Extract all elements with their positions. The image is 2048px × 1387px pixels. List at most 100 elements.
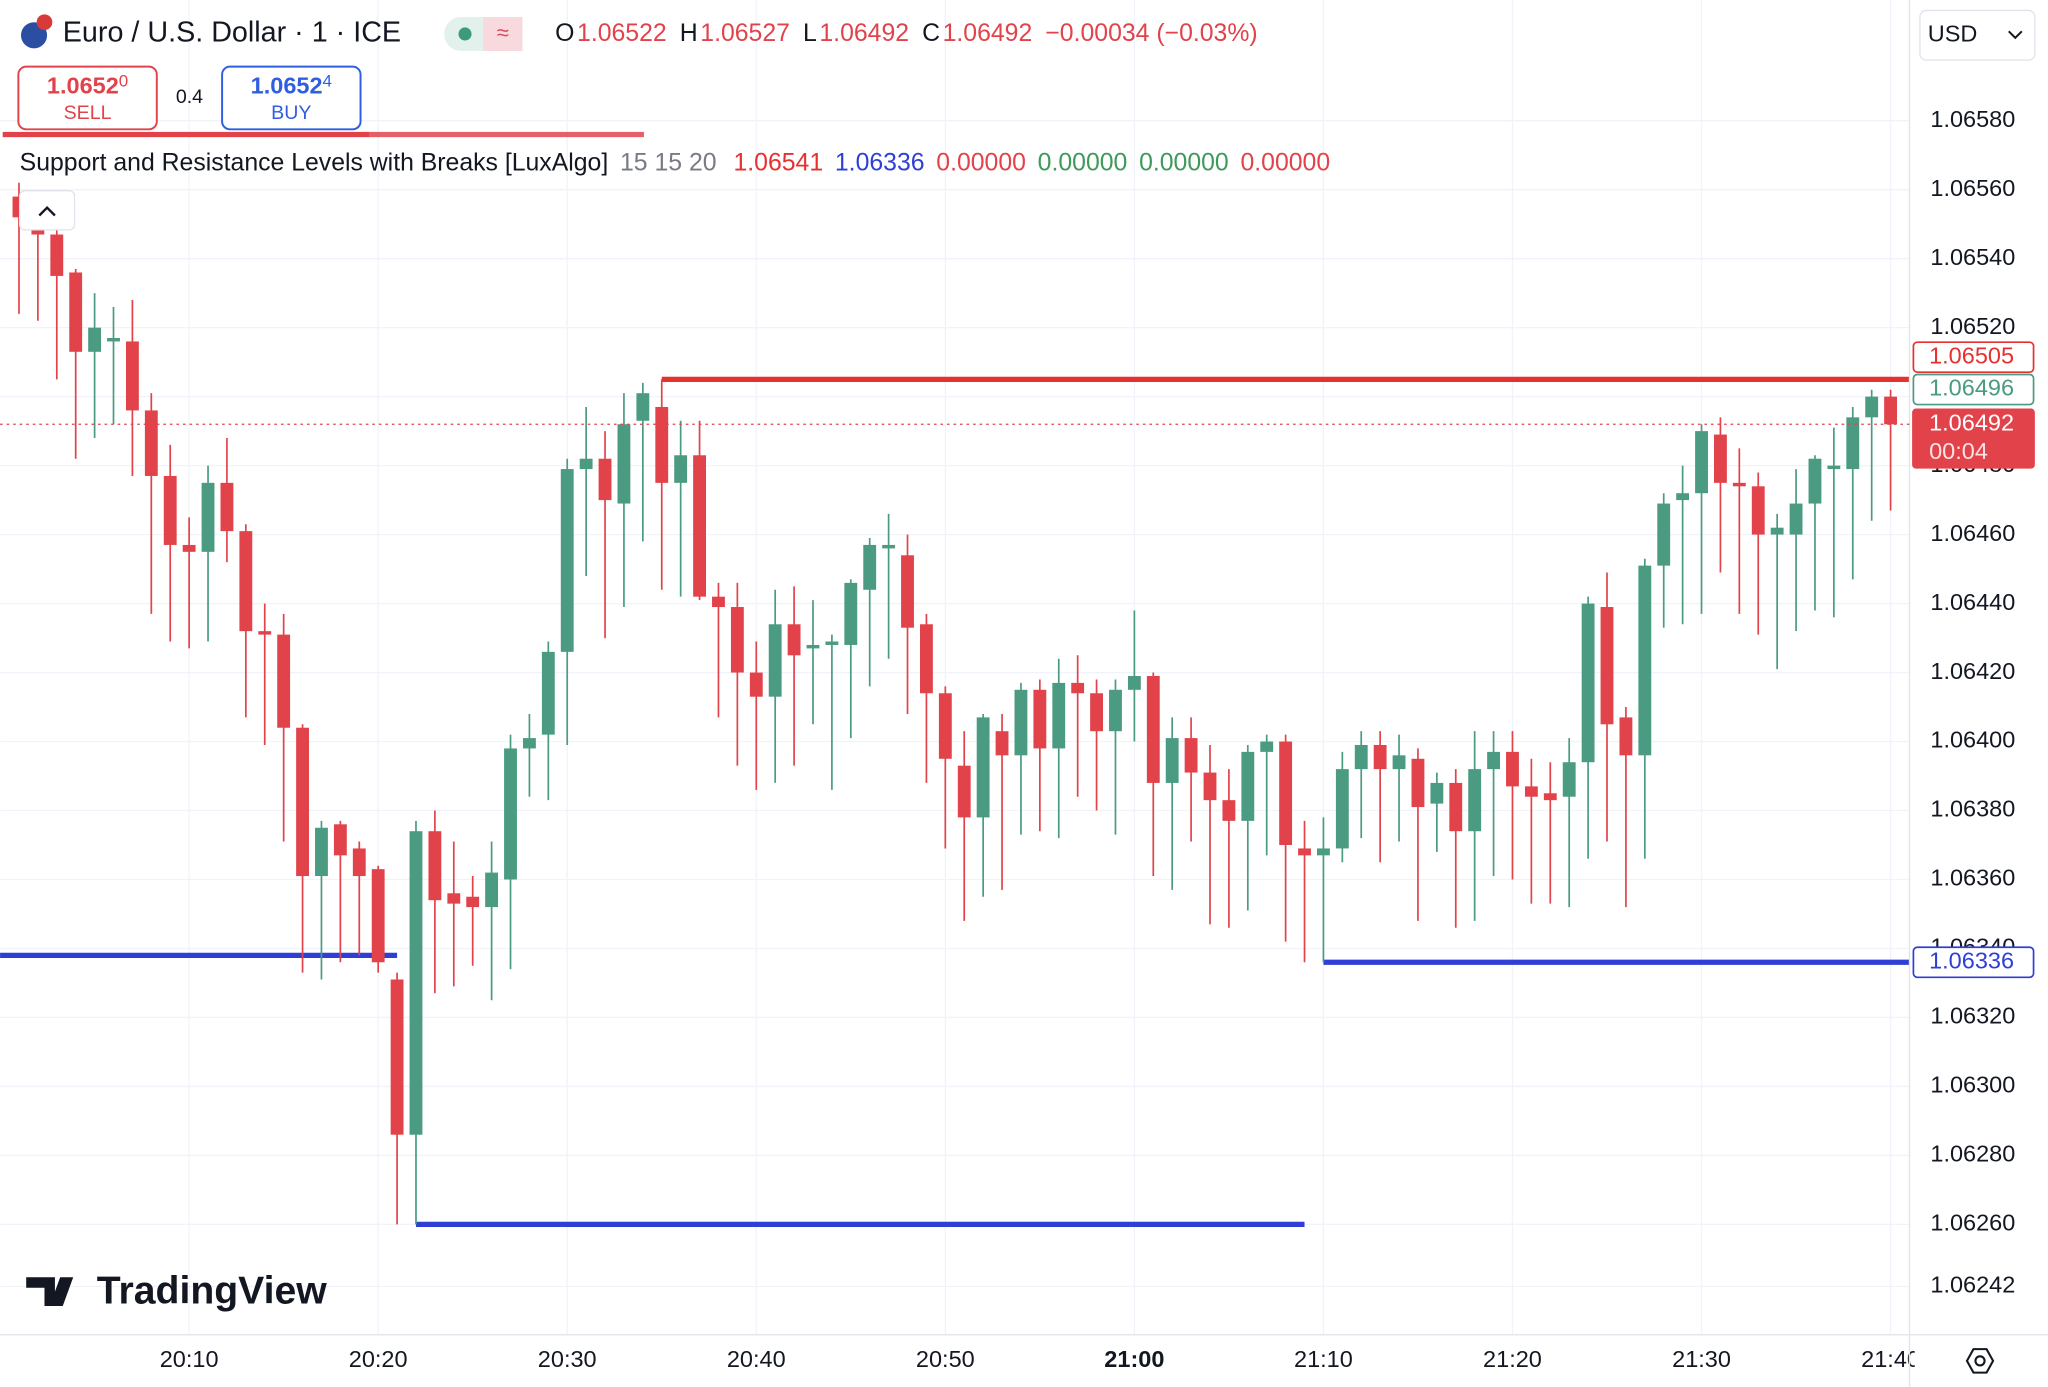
candle-body bbox=[919, 624, 933, 694]
y-tick-label: 1.06540 bbox=[1930, 244, 2015, 270]
y-tick-label: 1.06460 bbox=[1930, 520, 2015, 546]
candle-body bbox=[844, 582, 858, 645]
candle-body bbox=[107, 338, 120, 342]
candle-body bbox=[1298, 848, 1311, 856]
candle-body bbox=[1071, 682, 1085, 694]
buy-price-main[interactable]: 1.0652 bbox=[251, 73, 323, 99]
candle-body bbox=[447, 893, 461, 904]
y-tick-label: 1.06280 bbox=[1930, 1141, 2015, 1167]
y-tick-label: 1.06320 bbox=[1930, 1003, 2015, 1029]
candle-body bbox=[315, 827, 328, 877]
x-tick-label: 20:20 bbox=[349, 1346, 408, 1372]
candle-body bbox=[787, 624, 801, 656]
candle-body bbox=[768, 624, 782, 697]
price-tag bbox=[1912, 373, 2035, 406]
y-tick-label: 1.06360 bbox=[1930, 865, 2015, 891]
candle-body bbox=[182, 544, 196, 552]
candle-body bbox=[522, 738, 536, 749]
candle-body bbox=[88, 327, 102, 352]
candle-body bbox=[144, 410, 158, 476]
candle-body bbox=[1260, 741, 1274, 752]
ohlc-key: H bbox=[680, 20, 698, 47]
indicator-value: 0.00000 bbox=[1139, 149, 1229, 176]
candle-body bbox=[1165, 738, 1179, 783]
candle-body bbox=[882, 544, 896, 549]
countdown: 00:04 bbox=[1929, 438, 1988, 464]
candle-body bbox=[1524, 786, 1538, 797]
candle-body bbox=[1014, 689, 1028, 756]
candle-body bbox=[674, 455, 688, 483]
candle-body bbox=[296, 727, 309, 877]
symbol-icon bbox=[20, 14, 53, 49]
indicator-value: 1.06336 bbox=[835, 149, 925, 176]
candle-body bbox=[1146, 676, 1160, 783]
price-tag-label: 1.06496 bbox=[1929, 375, 2014, 401]
candle-body bbox=[1449, 782, 1463, 832]
candle-body bbox=[504, 748, 517, 880]
candle-body bbox=[1581, 603, 1595, 763]
candle-body bbox=[636, 393, 650, 421]
candle-body bbox=[409, 831, 423, 1135]
candle-body bbox=[995, 731, 1009, 756]
candle-body bbox=[1789, 503, 1803, 535]
ohlc-key: C bbox=[922, 20, 940, 47]
candles bbox=[12, 182, 1898, 1225]
candle-body bbox=[428, 831, 442, 901]
candle-body bbox=[258, 631, 272, 635]
currency[interactable]: USD bbox=[1928, 20, 1978, 46]
candle-body bbox=[163, 475, 177, 545]
candle-body bbox=[1184, 738, 1198, 773]
candle-body bbox=[1354, 744, 1368, 770]
sell-price[interactable]: 1.06520 bbox=[47, 72, 128, 99]
candle-body bbox=[579, 458, 593, 470]
candle-body bbox=[220, 482, 234, 532]
settings-icon[interactable] bbox=[1965, 1348, 1995, 1374]
candle-body bbox=[1468, 769, 1482, 832]
sell-button[interactable]: 1.06520 SELL bbox=[17, 65, 158, 131]
candle-body bbox=[277, 634, 291, 728]
svg-text:≈: ≈ bbox=[497, 20, 509, 45]
price-tag bbox=[1912, 946, 2035, 979]
indicator-name: Support and Resistance Levels with Break… bbox=[20, 149, 609, 176]
x-tick-label: 21:30 bbox=[1672, 1346, 1731, 1372]
spread-bar bbox=[369, 131, 644, 138]
candle-body bbox=[749, 672, 763, 697]
candle-body bbox=[1487, 751, 1501, 770]
candle-body bbox=[1090, 693, 1103, 732]
buy-label[interactable]: BUY bbox=[271, 102, 311, 124]
candle-body bbox=[1279, 741, 1293, 846]
candle-body bbox=[541, 651, 555, 735]
candle-body bbox=[1506, 751, 1519, 787]
status-pill[interactable]: ≈ bbox=[444, 16, 523, 51]
y-tick-label: 1.06260 bbox=[1930, 1210, 2015, 1236]
watermark-text: TradingView bbox=[97, 1269, 328, 1312]
watermark: TradingView bbox=[26, 1269, 327, 1312]
candle-body bbox=[1827, 465, 1841, 470]
currency-select[interactable]: USD bbox=[1919, 9, 2036, 61]
y-tick-label: 1.06420 bbox=[1930, 658, 2015, 684]
candle-body bbox=[1676, 493, 1690, 501]
spread-bar bbox=[2, 131, 370, 138]
sell-label[interactable]: SELL bbox=[64, 102, 112, 124]
candle-body bbox=[1109, 689, 1122, 732]
sell-price-main[interactable]: 1.0652 bbox=[47, 73, 119, 99]
x-tick-label: 20:30 bbox=[538, 1346, 597, 1372]
indicator-legend: Support and Resistance Levels with Break… bbox=[20, 149, 1330, 176]
y-tick-label: 1.06440 bbox=[1930, 589, 2015, 615]
ohlc-value: 1.06527 bbox=[700, 20, 790, 47]
buy-button[interactable]: 1.06524 BUY bbox=[221, 65, 362, 131]
collapse-button[interactable] bbox=[19, 190, 76, 231]
candle-body bbox=[825, 641, 839, 645]
buy-pip[interactable]: 4 bbox=[323, 72, 332, 91]
sell-pip[interactable]: 0 bbox=[119, 72, 128, 91]
candle-body bbox=[863, 544, 877, 590]
candle-body bbox=[371, 869, 385, 963]
candle-body bbox=[1695, 431, 1708, 494]
candle-body bbox=[1203, 772, 1217, 801]
buy-price[interactable]: 1.06524 bbox=[251, 72, 332, 99]
candle-body bbox=[50, 234, 64, 276]
candle-body bbox=[485, 872, 499, 908]
candle-body bbox=[655, 406, 669, 483]
candle-body bbox=[1222, 800, 1236, 821]
